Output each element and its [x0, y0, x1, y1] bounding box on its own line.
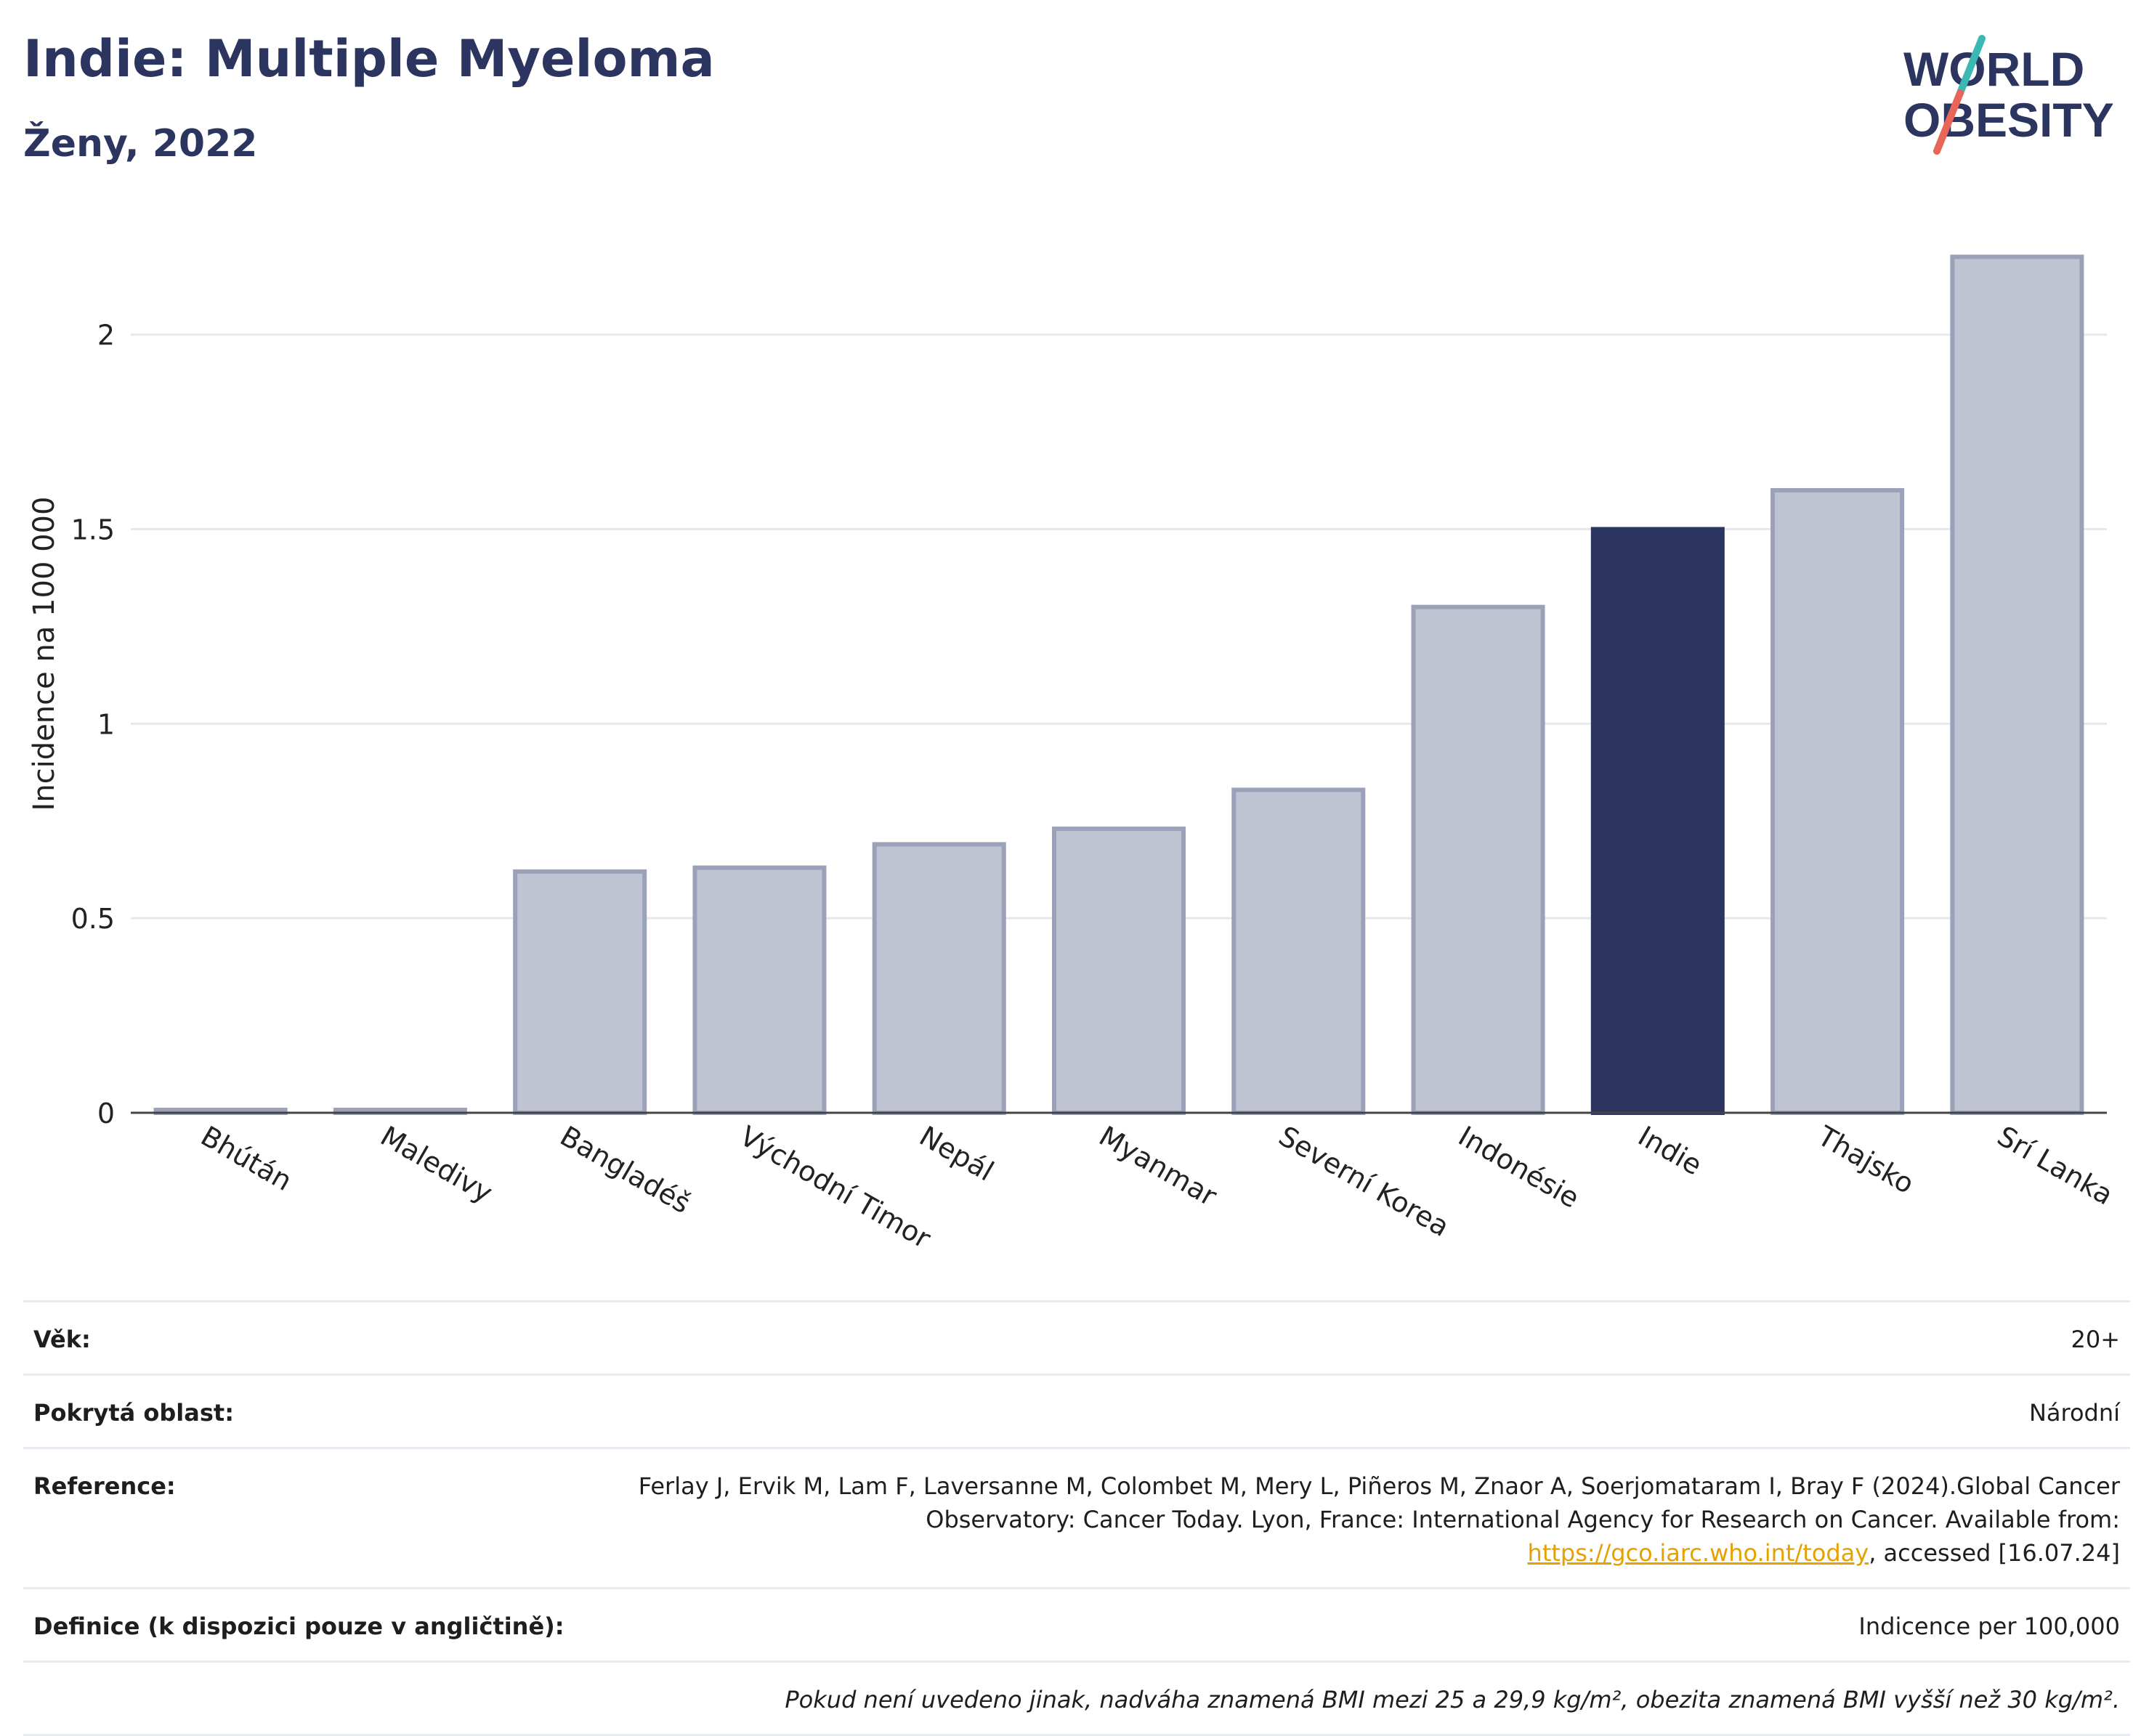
meta-value: Ferlay J, Ervik M, Lam F, Laversanne M, … [631, 1469, 2120, 1570]
bar-chart: 0 0.5 1 1.5 2 Bhútán Maledivy Bangladéš Východní… [28, 254, 2118, 1255]
meta-label: Reference: [33, 1472, 176, 1500]
meta-label: Věk: [33, 1326, 91, 1353]
world-obesity-logo: WORLD OBESITY [1903, 35, 2114, 155]
chart-subtitle: Ženy, 2022 [23, 122, 258, 166]
meta-row-reference: Reference: Ferlay J, Ervik M, Lam F, Lav… [23, 1447, 2130, 1587]
x-tick-label: Nepál [914, 1120, 999, 1188]
x-tick-label: Bhútán [195, 1120, 297, 1197]
bar-indie[interactable] [1590, 527, 1725, 1115]
bar-severní-korea[interactable] [1231, 787, 1366, 1115]
y-tick-label: 0.5 [71, 903, 115, 935]
y-tick-label: 1 [97, 708, 115, 740]
meta-row-note: Pokud není uvedeno jinak, nadváha znamen… [23, 1660, 2130, 1736]
bar-myanmar[interactable] [1051, 826, 1186, 1116]
logo-slash-top [1956, 35, 1986, 97]
bmi-note: Pokud není uvedeno jinak, nadváha znamen… [785, 1686, 2120, 1713]
bar-indonésie[interactable] [1411, 604, 1545, 1115]
x-tick-label: Indonésie [1453, 1120, 1585, 1214]
logo-line-1: WORLD [1903, 42, 2084, 96]
bar-srí-lanka[interactable] [1950, 254, 2084, 1116]
y-tick-label: 2 [97, 320, 115, 352]
x-tick-label: Myanmar [1094, 1120, 1223, 1213]
chart-title: Indie: Multiple Myeloma [23, 29, 715, 89]
x-tick-label: Severní Korea [1274, 1120, 1455, 1243]
meta-value: Národní [2028, 1399, 2120, 1427]
bar-nepál[interactable] [872, 842, 1006, 1116]
meta-label: Pokrytá oblast: [33, 1399, 234, 1427]
x-tick-label: Srí Lanka [1992, 1120, 2118, 1212]
bar-bangladéš[interactable] [513, 869, 647, 1115]
x-tick-label: Thajsko [1812, 1119, 1919, 1200]
meta-row-definition: Definice (k dispozici pouze v angličtině… [23, 1587, 2130, 1660]
x-tick-label: Východní Timor [734, 1120, 936, 1255]
y-axis-label: Incidence na 100 000 [28, 497, 61, 811]
y-tick-label: 1.5 [71, 514, 115, 546]
x-tick-label: Maledivy [375, 1120, 498, 1209]
logo-line-2: OBESITY [1903, 93, 2114, 147]
reference-text: Ferlay J, Ervik M, Lam F, Laversanne M, … [638, 1472, 2120, 1533]
meta-value: Indicence per 100,000 [1858, 1613, 2120, 1640]
x-tick-label: Bangladéš [555, 1120, 696, 1220]
x-tick-label: Indie [1632, 1120, 1707, 1182]
bar-thajsko[interactable] [1770, 487, 1905, 1115]
meta-value: 20+ [2071, 1326, 2120, 1353]
y-tick-label: 0 [97, 1098, 115, 1129]
meta-row-age: Věk: 20+ [23, 1300, 2130, 1374]
meta-label: Definice (k dispozici pouze v angličtině… [33, 1613, 564, 1640]
logo-slash-bottom [1933, 89, 1964, 155]
bars [153, 254, 2084, 1116]
reference-link[interactable]: https://gco.iarc.who.int/today [1527, 1539, 1869, 1567]
meta-row-coverage: Pokrytá oblast: Národní [23, 1374, 2130, 1447]
bar-východní-timor[interactable] [692, 865, 827, 1115]
reference-accessed: , accessed [16.07.24] [1869, 1539, 2120, 1567]
metadata-table: Věk: 20+ Pokrytá oblast: Národní Referen… [23, 1300, 2130, 1736]
